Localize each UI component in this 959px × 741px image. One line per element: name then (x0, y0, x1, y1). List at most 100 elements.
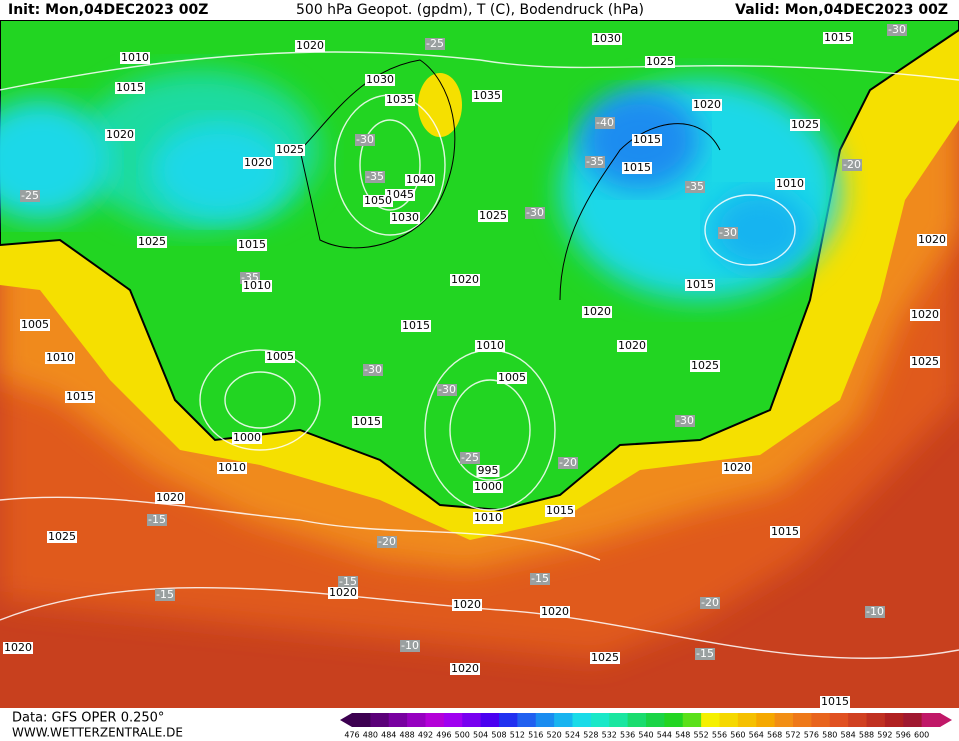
colorbar-label: 544 (657, 731, 672, 740)
colorbar-swatch (517, 713, 537, 727)
pressure-label: 1020 (693, 98, 721, 111)
pressure-label: 1010 (218, 461, 246, 474)
pressure-label: 1050 (364, 194, 392, 207)
temperature-label-bg (400, 640, 420, 652)
temperature-label-bg (20, 190, 40, 202)
pressure-label: 1000 (233, 431, 261, 444)
pressure-label-bg (45, 352, 75, 364)
temperature-label-bg (675, 415, 695, 427)
colorbar-label: 596 (896, 731, 911, 740)
pressure-label-bg (363, 195, 393, 207)
temperature-label: -30 (526, 206, 544, 219)
pressure-label-bg (770, 526, 800, 538)
pressure-label: 1015 (686, 278, 714, 291)
pressure-label-bg (722, 462, 752, 474)
pressure-label: 1035 (473, 89, 501, 102)
pressure-label-bg (497, 372, 527, 384)
temperature-label-bg (155, 589, 175, 601)
colorbar-label: 528 (583, 731, 598, 740)
pressure-label-bg (237, 239, 267, 251)
pressure-label: 1015 (821, 695, 849, 708)
pressure-label-bg (540, 606, 570, 618)
pressure-label: 1015 (824, 31, 852, 44)
pressure-label-bg (115, 82, 145, 94)
colorbar-label: 484 (381, 731, 396, 740)
pressure-label: 1020 (618, 339, 646, 352)
temperature-label: -30 (364, 363, 382, 376)
pressure-label-bg (645, 56, 675, 68)
pressure-label-bg (632, 134, 662, 146)
pressure-label: 1020 (296, 39, 324, 52)
pressure-label-bg (622, 162, 652, 174)
colorbar-label: 556 (712, 731, 727, 740)
temperature-label: -20 (701, 596, 719, 609)
pressure-label-bg (385, 94, 415, 106)
pressure-label: 1025 (791, 118, 819, 131)
colorbar-swatch (884, 713, 904, 727)
pressure-label: 1020 (329, 586, 357, 599)
pressure-label-bg (405, 174, 435, 186)
colorbar-swatch (719, 713, 739, 727)
colorbar-swatch (443, 713, 463, 727)
pressure-label-bg (910, 309, 940, 321)
temperature-label-bg (700, 597, 720, 609)
temperature-label-bg (718, 227, 738, 239)
temperature-label-bg (558, 457, 578, 469)
pressure-label: 1015 (66, 390, 94, 403)
temperature-label-bg (363, 364, 383, 376)
pressure-label-bg (352, 416, 382, 428)
pressure-label: 1005 (266, 350, 294, 363)
pressure-label-bg (592, 33, 622, 45)
pressure-label: 1025 (276, 143, 304, 156)
pressure-label: 995 (478, 464, 499, 477)
temperature-label: -35 (686, 180, 704, 193)
temperature-label-bg (377, 536, 397, 548)
colorbar-swatch (590, 713, 610, 727)
map-labels: -25 -25 -30 -35 -35 -40 -35 -30 -30 -20 -30 -30 -25 -… (3, 23, 947, 708)
pressure-label-bg (401, 320, 431, 332)
pressure-label-bg (328, 587, 358, 599)
temperature-label-bg (887, 24, 907, 36)
pressure-label: 1000 (474, 480, 502, 493)
temperature-label-bg (595, 117, 615, 129)
pressure-label: 1025 (646, 55, 674, 68)
colorbar-swatch (756, 713, 776, 727)
pressure-label: 1020 (4, 641, 32, 654)
colorbar-label: 508 (491, 731, 506, 740)
pressure-label: 1020 (244, 156, 272, 169)
pressure-label: 1010 (121, 51, 149, 64)
pressure-label: 1025 (138, 235, 166, 248)
temperature-label-bg (338, 576, 358, 588)
colorbar-swatch (848, 713, 867, 727)
pressure-label: 1015 (623, 161, 651, 174)
temperature-label: -15 (339, 575, 357, 588)
pressure-label: 1035 (386, 93, 414, 106)
pressure-label: 1015 (633, 133, 661, 146)
colorbar-label: 584 (840, 731, 855, 740)
temperature-label: -30 (676, 414, 694, 427)
temperature-label: -30 (888, 23, 906, 36)
pressure-label-bg (690, 360, 720, 372)
pressure-label-bg (365, 74, 395, 86)
temperature-label: -25 (426, 37, 444, 50)
colorbar-label: 512 (510, 731, 525, 740)
pressure-label-bg (476, 465, 500, 477)
pressure-label: 1010 (46, 351, 74, 364)
pressure-label: 1020 (106, 128, 134, 141)
colorbar-swatch (774, 713, 794, 727)
pressure-label: 1015 (116, 81, 144, 94)
temperature-label: -15 (156, 588, 174, 601)
colorbar-swatch (664, 713, 684, 727)
temperature-label-bg (842, 159, 862, 171)
temperature-label: -15 (148, 513, 166, 526)
valid-time: Valid: Mon,04DEC2023 00Z (735, 2, 948, 18)
colorbar-label: 496 (436, 731, 451, 740)
colorbar-label: 500 (455, 731, 470, 740)
temperature-label-bg (695, 648, 715, 660)
pressure-label-bg (823, 32, 853, 44)
pressure-label-bg (450, 274, 480, 286)
temperature-label: -25 (461, 451, 479, 464)
temperature-label: -10 (401, 639, 419, 652)
colorbar-label: 520 (546, 731, 561, 740)
